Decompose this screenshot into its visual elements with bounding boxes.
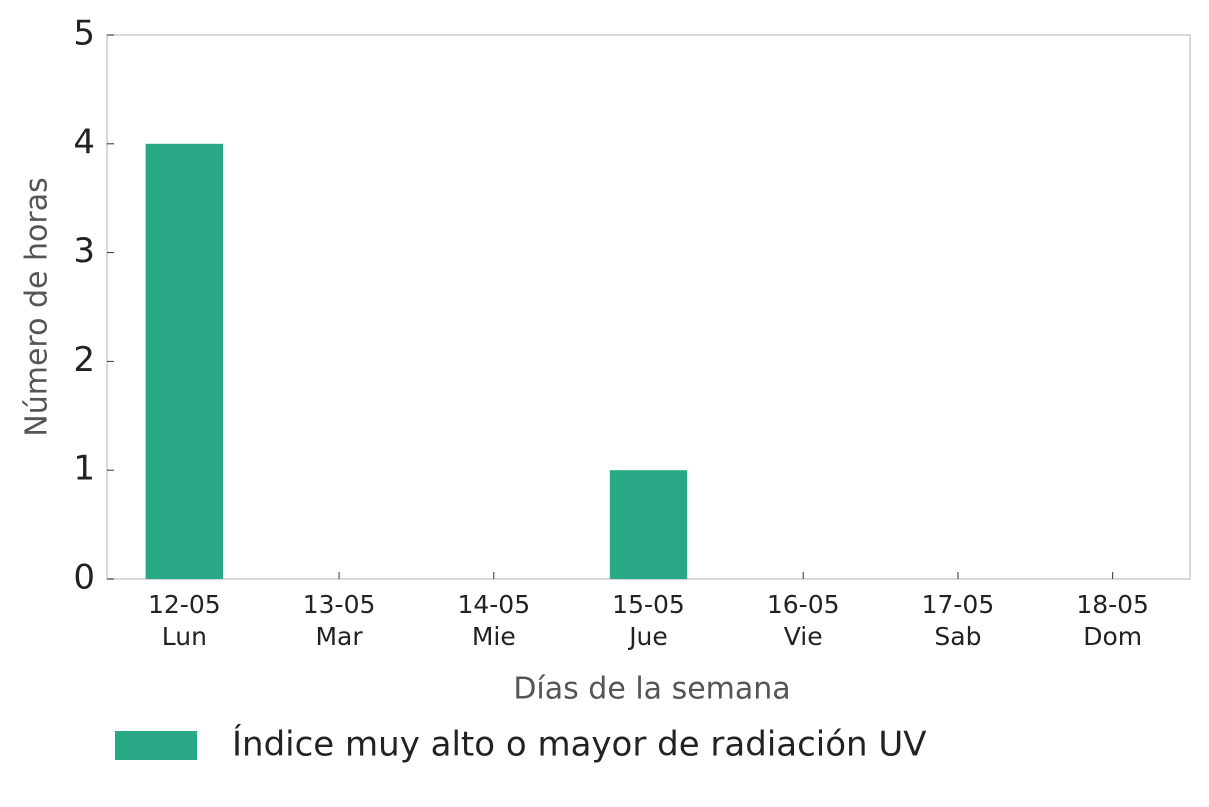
- x-tick-label: 12-05 Lun: [148, 590, 221, 651]
- legend-label: Índice muy alto o mayor de radiación UV: [232, 724, 927, 765]
- y-tick-label: 2: [73, 340, 95, 380]
- x-tick-label: 14-05 Mie: [457, 590, 531, 651]
- y-tick-label: 5: [73, 14, 95, 54]
- x-tick-label: 16-05 Vie: [766, 590, 840, 651]
- x-tick-label: 18-05 Dom: [1076, 590, 1149, 651]
- y-tick-label: 4: [73, 122, 95, 162]
- y-tick-label: 1: [73, 449, 95, 489]
- y-tick-label: 0: [73, 558, 95, 598]
- bar: [609, 470, 688, 579]
- x-tick-label: 13-05 Mar: [302, 590, 376, 651]
- x-tick-label: 17-05 Sab: [921, 590, 995, 651]
- bar: [145, 143, 224, 580]
- y-axis-label: Número de horas: [20, 177, 55, 436]
- legend-swatch: [115, 731, 197, 760]
- y-tick-label: 3: [73, 231, 95, 271]
- x-tick-label: 15-05 Jue: [612, 590, 685, 651]
- x-axis-label: Días de la semana: [513, 672, 790, 707]
